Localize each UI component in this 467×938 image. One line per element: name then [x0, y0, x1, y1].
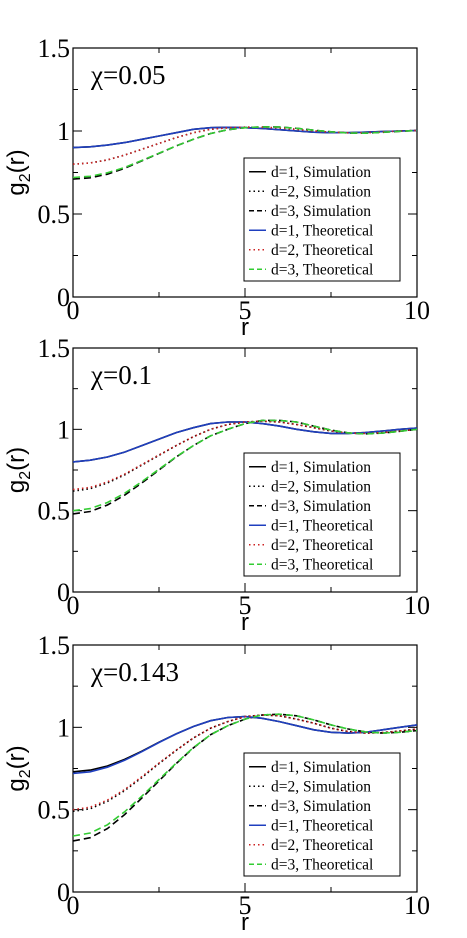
x-tick-label: 0 [67, 891, 80, 920]
legend-label-1: d=1, Simulation [271, 759, 371, 776]
legend-label-5: d=2, Theoretical [271, 537, 373, 554]
legend-label-5: d=2, Theoretical [271, 242, 373, 259]
legend-label-3: d=3, Simulation [271, 203, 371, 220]
legend-label-3: d=3, Simulation [271, 798, 371, 815]
y-tick-label: 1.5 [38, 334, 71, 363]
legend-label-5: d=2, Theoretical [271, 837, 373, 854]
series-line-6 [73, 713, 417, 837]
x-tick-label: 0 [67, 591, 80, 620]
legend-box [243, 752, 401, 877]
legend-label-1: d=1, Simulation [271, 164, 371, 181]
series-group [73, 713, 417, 842]
series-line-6 [73, 126, 417, 179]
y-axis-label: g2(r) [3, 745, 34, 791]
series-group [73, 419, 417, 515]
legend-label-4: d=1, Theoretical [271, 817, 373, 834]
y-tick-label: 1.5 [38, 34, 71, 63]
x-tick-label: 5 [239, 296, 252, 325]
y-tick-label: 0 [57, 283, 70, 312]
legend-label-4: d=1, Theoretical [271, 222, 373, 239]
x-tick-label: 5 [239, 591, 252, 620]
series-line-4 [73, 126, 417, 149]
legend-box [243, 157, 401, 282]
y-tick-label: 0 [57, 578, 70, 607]
x-tick-label: 0 [67, 296, 80, 325]
chi-annotation: χ=0.05 [90, 60, 165, 90]
legend-label-2: d=2, Simulation [271, 183, 371, 200]
y-axis-label: g2(r) [3, 447, 34, 493]
legend-label-3: d=3, Simulation [271, 498, 371, 515]
x-axis-label: r [241, 314, 249, 341]
x-axis-label: r [241, 909, 249, 936]
chi-annotation: χ=0.1 [90, 360, 152, 390]
y-tick-label: 0 [57, 878, 70, 907]
y-tick-label: 0.5 [38, 200, 71, 229]
x-tick-label: 5 [239, 891, 252, 920]
y-tick-label: 0.5 [38, 796, 71, 825]
x-tick-label: 10 [404, 591, 430, 620]
x-axis-label: r [241, 609, 249, 636]
y-tick-label: 1 [57, 415, 70, 444]
series-line-5 [73, 714, 417, 811]
chart-panel-3: 0 5 10 0 0.5 1 1.5 r g2(r) χ=0.143 d=1, Simulation… [3, 631, 430, 936]
series-line-1 [73, 126, 417, 149]
legend: d=1, Simulation d=2, Simulation d=3, Simul… [243, 157, 401, 282]
series-group [73, 126, 417, 180]
legend-label-6: d=3, Theoretical [271, 261, 373, 278]
y-tick-label: 0.5 [38, 497, 71, 526]
y-tick-label: 1 [57, 117, 70, 146]
series-line-6 [73, 419, 417, 512]
legend: d=1, Simulation d=2, Simulation d=3, Simul… [243, 752, 401, 877]
y-tick-label: 1 [57, 713, 70, 742]
legend-label-2: d=2, Simulation [271, 478, 371, 495]
legend: d=1, Simulation d=2, Simulation d=3, Simul… [243, 452, 401, 577]
legend-label-1: d=1, Simulation [271, 459, 371, 476]
y-axis-label: g2(r) [3, 149, 34, 195]
legend-label-2: d=2, Simulation [271, 778, 371, 795]
legend-label-6: d=3, Theoretical [271, 556, 373, 573]
x-tick-label: 10 [404, 296, 430, 325]
chi-annotation: χ=0.143 [90, 657, 179, 687]
y-tick-label: 1.5 [38, 631, 71, 660]
x-tick-label: 10 [404, 891, 430, 920]
legend-label-4: d=1, Theoretical [271, 517, 373, 534]
legend-label-6: d=3, Theoretical [271, 856, 373, 873]
legend-box [243, 452, 401, 577]
